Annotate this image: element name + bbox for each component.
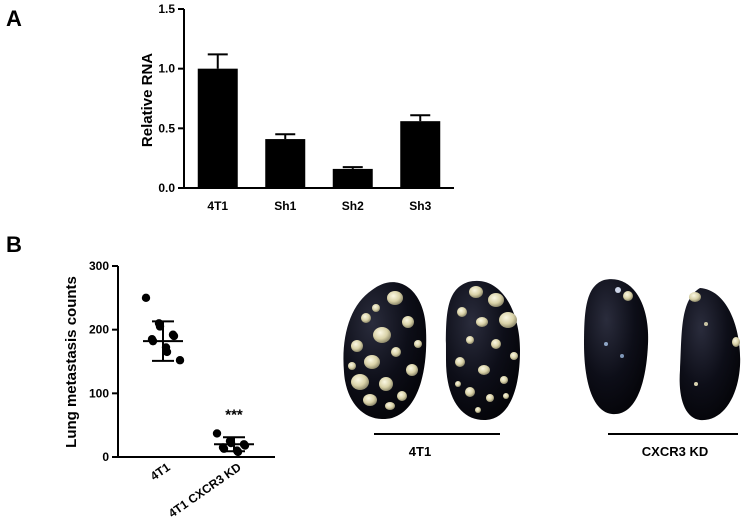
metastasis-nodule bbox=[475, 407, 481, 413]
y-tick-label: 100 bbox=[89, 386, 109, 400]
metastasis-nodule bbox=[348, 362, 356, 370]
metastasis-nodule bbox=[387, 291, 403, 305]
metastasis-nodule bbox=[488, 293, 504, 307]
metastasis-nodule bbox=[406, 364, 418, 376]
bar-chart-relative-rna: Relative RNA 0.0 0.5 1.0 1.5 4T1 Sh1 Sh2 Sh3 bbox=[139, 2, 454, 213]
y-tick-label: 0 bbox=[102, 450, 109, 464]
metastasis-nodule bbox=[351, 374, 369, 390]
x-tick-label: Sh2 bbox=[342, 199, 364, 213]
x-tick-label: Sh3 bbox=[409, 199, 431, 213]
data-point bbox=[141, 293, 151, 303]
metastasis-nodule bbox=[455, 357, 465, 367]
metastasis-nodule bbox=[503, 393, 509, 399]
data-point bbox=[169, 331, 179, 341]
metastasis-nodule bbox=[469, 286, 483, 298]
photo-label-cxcr3-kd: CXCR3 KD bbox=[642, 444, 708, 459]
metastasis-nodule bbox=[373, 327, 391, 343]
y-tick-label: 200 bbox=[89, 323, 109, 337]
lung-image-cxcr3-kd-b bbox=[679, 288, 741, 421]
x-tick-label: 4T1 bbox=[148, 460, 173, 484]
x-tick-label: 4T1 bbox=[207, 199, 228, 213]
bar-sh2 bbox=[332, 168, 373, 188]
lung-photographs: 4T1 CXCR3 KD bbox=[343, 279, 741, 459]
x-tick-label: Sh1 bbox=[274, 199, 296, 213]
y-tick-label: 300 bbox=[89, 259, 109, 273]
metastasis-nodule bbox=[379, 377, 393, 391]
metastasis-nodule bbox=[351, 340, 363, 352]
y-axis-label: Relative RNA bbox=[139, 53, 156, 147]
metastasis-nodule bbox=[385, 402, 395, 410]
panel-b-letter: B bbox=[6, 232, 22, 257]
metastasis-nodule bbox=[476, 317, 488, 327]
metastasis-nodule bbox=[402, 316, 414, 328]
panel-a-letter: A bbox=[6, 6, 22, 31]
metastasis-nodule bbox=[466, 336, 474, 344]
data-point bbox=[212, 429, 222, 438]
bar-4t1 bbox=[197, 68, 238, 188]
metastasis-nodule bbox=[361, 313, 371, 323]
lung-image-4t1-b bbox=[445, 280, 520, 420]
metastasis-nodule bbox=[372, 304, 380, 312]
y-tick-label: 1.0 bbox=[158, 62, 175, 76]
photo-label-4t1: 4T1 bbox=[409, 444, 431, 459]
metastasis-nodule bbox=[491, 339, 501, 349]
metastasis-nodule bbox=[510, 352, 518, 360]
data-point bbox=[240, 441, 250, 450]
significance-annotation: *** bbox=[225, 406, 243, 423]
metastasis-nodule bbox=[391, 347, 401, 357]
metastasis-nodule bbox=[499, 312, 517, 328]
data-point bbox=[162, 347, 172, 357]
data-point bbox=[175, 356, 185, 365]
lung-image-4t1-a bbox=[343, 282, 427, 420]
dot-plot-lung-metastasis: Lung metastasis counts 0 100 200 300 4T14T1… bbox=[63, 259, 275, 520]
bar-sh3 bbox=[400, 121, 441, 188]
metastasis-nodule bbox=[414, 340, 422, 348]
y-tick-label: 0.5 bbox=[158, 121, 175, 135]
metastasis-nodule bbox=[457, 307, 467, 317]
y-tick-label: 0.0 bbox=[158, 181, 175, 195]
metastasis-nodule bbox=[465, 387, 475, 397]
bar-sh1 bbox=[265, 139, 306, 188]
y-axis-label: Lung metastasis counts bbox=[63, 276, 80, 448]
metastasis-nodule bbox=[478, 365, 490, 375]
metastasis-nodule bbox=[486, 394, 494, 402]
metastasis-nodule bbox=[364, 355, 380, 369]
metastasis-nodule bbox=[455, 381, 461, 387]
x-tick-label: 4T1 CXCR3 KD bbox=[166, 460, 244, 521]
metastasis-nodule bbox=[500, 376, 508, 384]
metastasis-nodule bbox=[397, 391, 407, 401]
y-tick-label: 1.5 bbox=[158, 2, 175, 16]
metastasis-nodule bbox=[363, 394, 377, 406]
lung-image-cxcr3-kd-a bbox=[584, 279, 649, 415]
